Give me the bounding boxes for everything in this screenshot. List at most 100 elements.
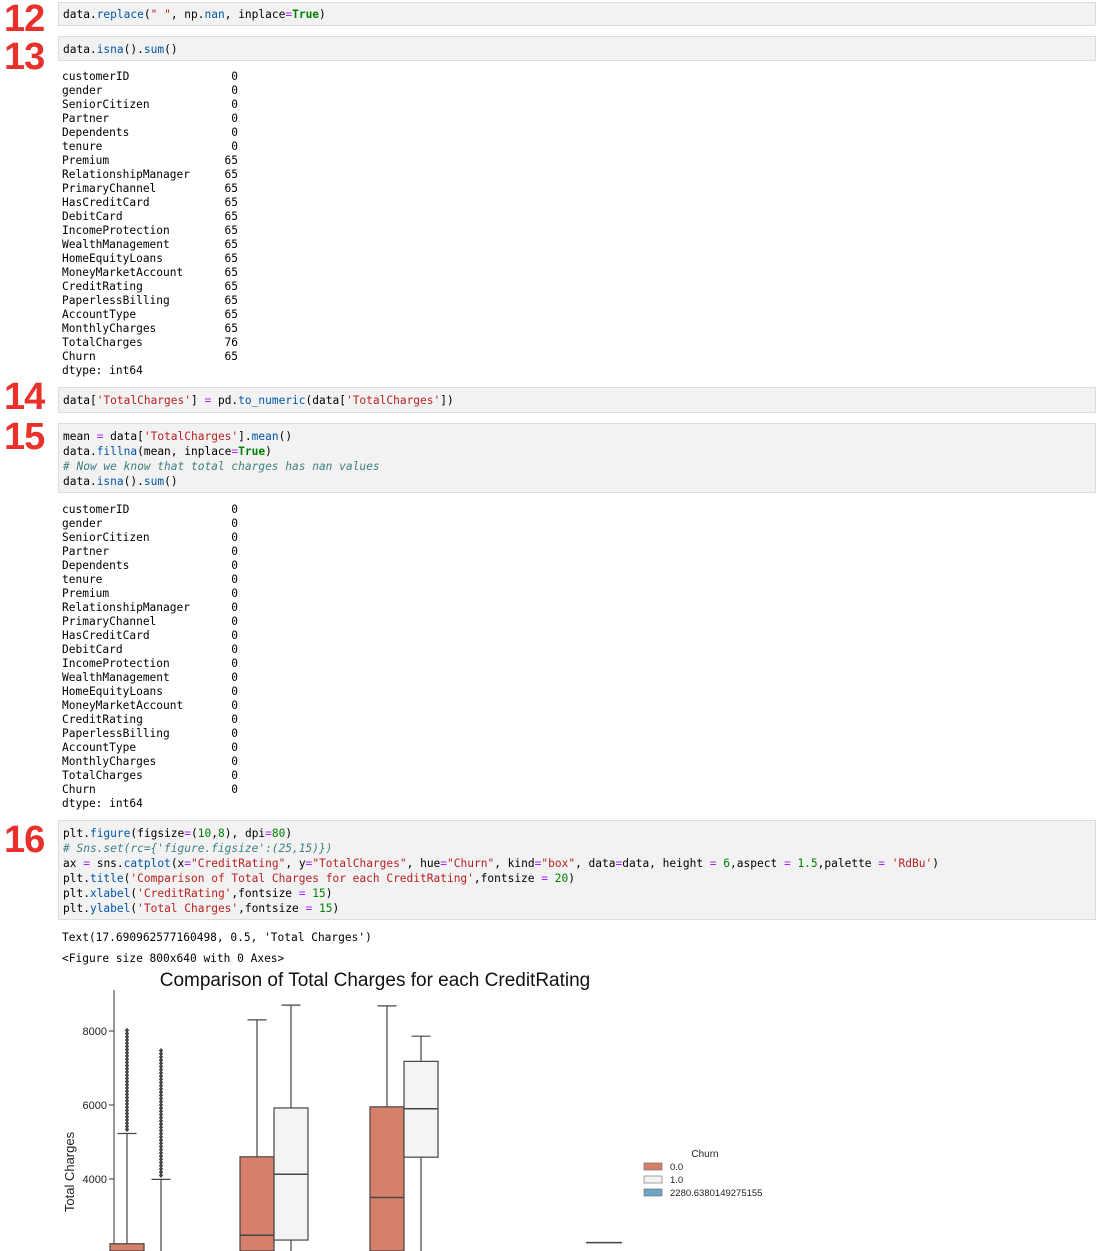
isna-15-row: gender 0: [62, 517, 238, 530]
outlier-marker: [158, 1105, 164, 1111]
isna-15-row: HasCreditCard 0: [62, 629, 238, 642]
column-name: TotalCharges: [62, 769, 143, 782]
isna-15-row: Dependents 0: [62, 559, 238, 572]
outlier-marker: [158, 1137, 164, 1143]
column-name: SeniorCitizen: [62, 98, 150, 111]
outlier-marker: [124, 1072, 130, 1078]
outlier-marker: [158, 1127, 164, 1134]
isna-15-row: PaperlessBilling 0: [62, 727, 238, 740]
cell-number-14: 14: [4, 376, 45, 418]
column-name: IncomeProtection: [62, 657, 170, 670]
column-name: WealthManagement: [62, 238, 170, 251]
column-name: SeniorCitizen: [62, 531, 150, 544]
isna-13-row: SeniorCitizen 0: [62, 98, 238, 111]
box-2-1.0: [403, 1035, 439, 1251]
column-name: DebitCard: [62, 210, 123, 223]
code-cell-14[interactable]: data['TotalCharges'] = pd.to_numeric(dat…: [58, 387, 1096, 413]
column-name: DebitCard: [62, 643, 123, 656]
boxplot-chart: Comparison of Total Charges for each Cre…: [62, 970, 762, 1251]
outlier-marker: [158, 1095, 164, 1102]
output-16-figure: <Figure size 800x640 with 0 Axes>: [62, 952, 284, 966]
legend-label: 0.0: [670, 1162, 683, 1173]
column-name: Dependents: [62, 126, 130, 139]
outlier-marker: [124, 1082, 130, 1088]
y-axis-label: Total Charges: [62, 1131, 77, 1212]
outlier-marker: [158, 1169, 164, 1175]
outlier-marker: [124, 1117, 130, 1123]
column-name: PaperlessBilling: [62, 727, 170, 740]
dtype-13: dtype: int64: [62, 364, 143, 377]
isna-15-row: WealthManagement 0: [62, 671, 238, 684]
column-name: PrimaryChannel: [62, 615, 157, 628]
outlier-marker: [124, 1075, 130, 1081]
isna-15-row: Partner 0: [62, 545, 238, 558]
outlier-marker: [158, 1118, 164, 1124]
isna-13-row: PaperlessBilling 65: [62, 294, 238, 307]
outlier-marker: [124, 1104, 130, 1110]
outlier-marker: [158, 1063, 164, 1070]
column-name: PrimaryChannel: [62, 182, 157, 195]
outlier-marker: [124, 1107, 130, 1113]
column-name: customerID: [62, 503, 130, 516]
box-0-1.0: [151, 1047, 171, 1251]
cell-number-16: 16: [4, 819, 45, 861]
isna-13-row: HasCreditCard 65: [62, 196, 238, 209]
outlier-marker: [124, 1101, 130, 1107]
outlier-marker: [158, 1086, 164, 1092]
isna-15-row: CreditRating 0: [62, 713, 238, 726]
column-name: tenure: [62, 573, 103, 586]
outlier-marker: [124, 1043, 130, 1049]
chart-title: Comparison of Total Charges for each Cre…: [160, 970, 591, 991]
outlier-marker: [158, 1092, 164, 1098]
isna-15-row: RelationshipManager 0: [62, 601, 238, 614]
outlier-marker: [124, 1088, 130, 1094]
text-result: Text(17.690962577160498, 0.5, 'Total Cha…: [62, 931, 372, 944]
isna-13-row: Churn 65: [62, 350, 238, 363]
isna-13-row: RelationshipManager 65: [62, 168, 238, 181]
column-name: TotalCharges: [62, 336, 143, 349]
isna-15-row: PrimaryChannel 0: [62, 615, 238, 628]
column-name: gender: [62, 517, 103, 530]
isna-13-row: PrimaryChannel 65: [62, 182, 238, 195]
outlier-marker: [158, 1060, 164, 1066]
outlier-marker: [158, 1153, 164, 1159]
column-name: CreditRating: [62, 280, 143, 293]
outlier-marker: [124, 1091, 130, 1097]
code-cell-12[interactable]: data.replace(" ", np.nan, inplace=True): [58, 2, 1096, 26]
outlier-marker: [158, 1140, 164, 1146]
isna-15-row: customerID 0: [62, 503, 238, 516]
outlier-marker: [158, 1076, 164, 1082]
isna-13-row: AccountType 65: [62, 308, 238, 321]
isna-15-row: tenure 0: [62, 573, 238, 586]
code-cell-15[interactable]: mean = data['TotalCharges'].mean() data.…: [58, 423, 1096, 493]
isna-15-row: SeniorCitizen 0: [62, 531, 238, 544]
column-name: MoneyMarketAccount: [62, 266, 184, 279]
figure-repr: <Figure size 800x640 with 0 Axes>: [62, 952, 285, 965]
column-name: Partner: [62, 545, 110, 558]
isna-13-row: WealthManagement 65: [62, 238, 238, 251]
outlier-marker: [124, 1040, 130, 1046]
column-name: WealthManagement: [62, 671, 170, 684]
column-name: Churn: [62, 350, 96, 363]
outlier-marker: [158, 1124, 164, 1130]
outlier-marker: [158, 1108, 164, 1114]
isna-15-row: Premium 0: [62, 587, 238, 600]
isna-15-row: MoneyMarketAccount 0: [62, 699, 238, 712]
column-name: HomeEquityLoans: [62, 252, 164, 265]
outlier-marker: [158, 1166, 164, 1172]
isna-13-row: tenure 0: [62, 140, 238, 153]
outlier-marker: [158, 1111, 164, 1118]
column-name: gender: [62, 84, 103, 97]
outlier-marker: [124, 1059, 130, 1065]
outlier-marker: [158, 1150, 164, 1156]
code-cell-13[interactable]: data.isna().sum(): [58, 36, 1096, 61]
cell-number-15: 15: [4, 416, 45, 458]
isna-13-row: DebitCard 65: [62, 210, 238, 223]
column-name: Dependents: [62, 559, 130, 572]
column-name: RelationshipManager: [62, 168, 190, 181]
column-name: HasCreditCard: [62, 629, 150, 642]
code-cell-16[interactable]: plt.figure(figsize=(10,8), dpi=80) # Sns…: [58, 820, 1096, 920]
column-name: tenure: [62, 140, 103, 153]
outlier-marker: [124, 1056, 130, 1062]
column-name: MonthlyCharges: [62, 755, 157, 768]
